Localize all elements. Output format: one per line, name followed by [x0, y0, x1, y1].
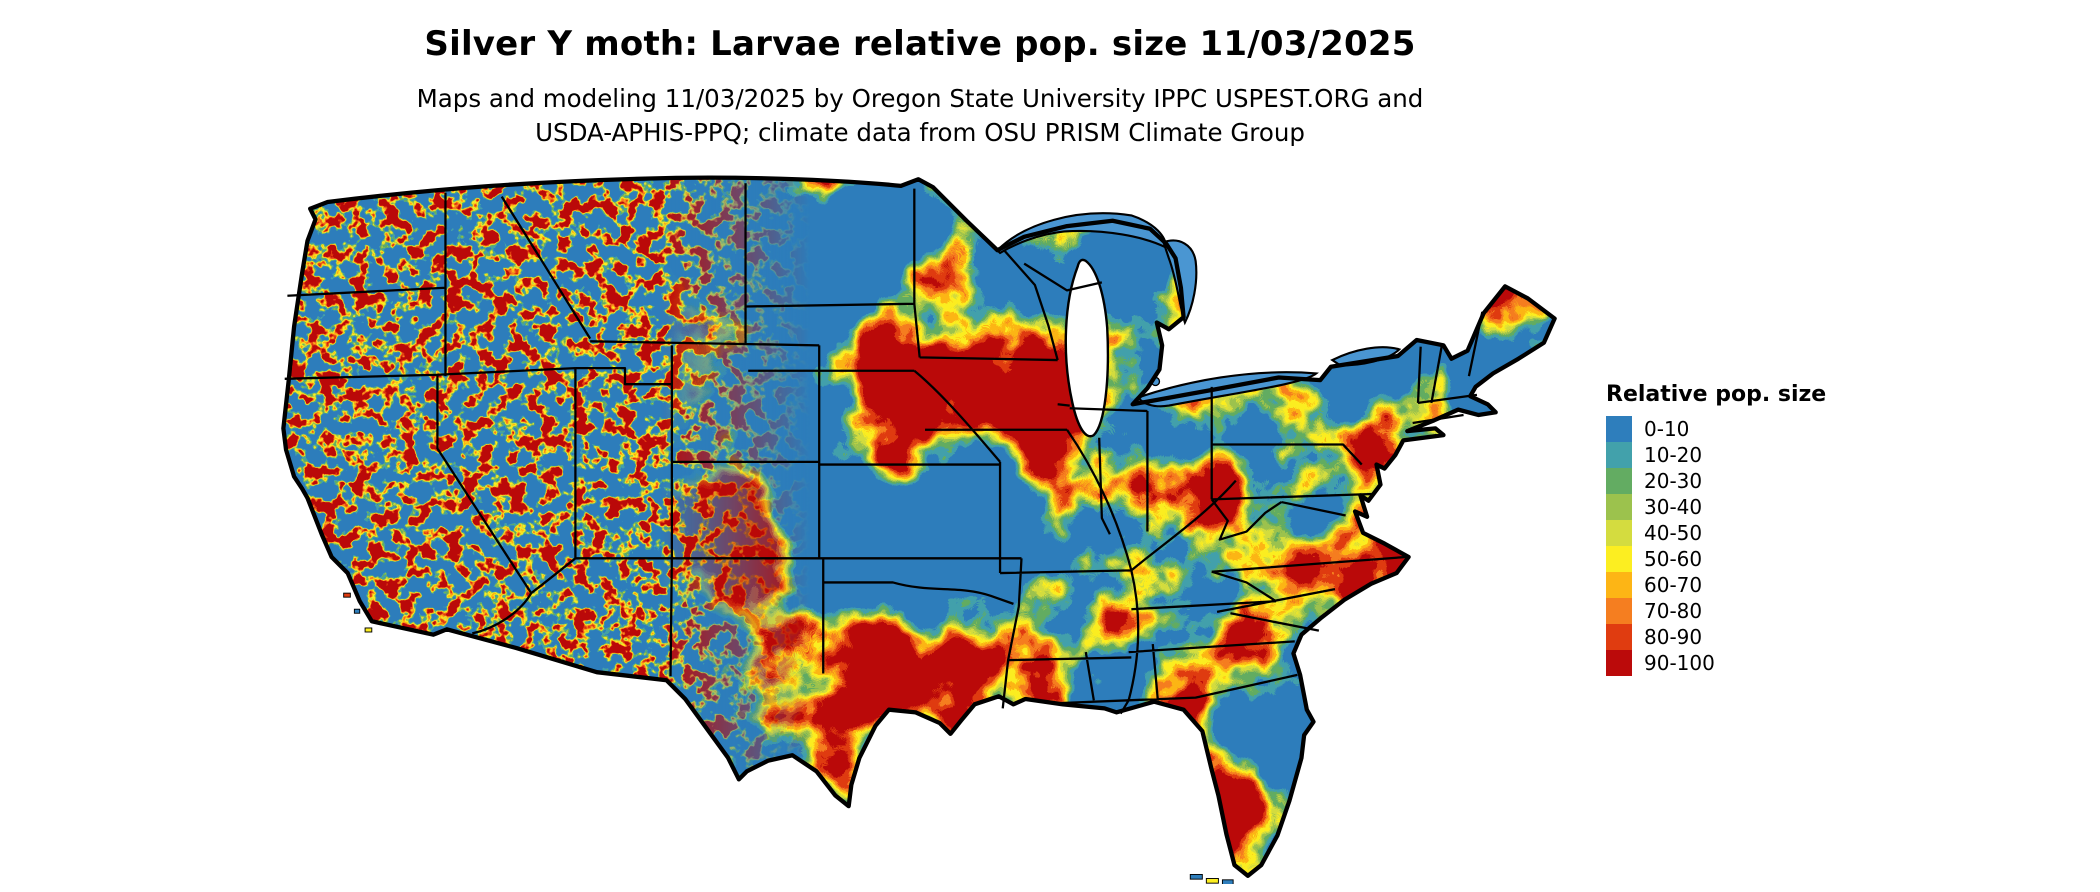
- legend-swatch: [1606, 572, 1632, 598]
- florida-keys-icon: [1189, 873, 1234, 884]
- legend-label: 30-40: [1644, 495, 1703, 519]
- legend-label: 10-20: [1644, 443, 1703, 467]
- legend-swatch: [1606, 650, 1632, 676]
- legend-title: Relative pop. size: [1606, 382, 1827, 407]
- legend-item: 40-50: [1606, 520, 1826, 546]
- legend-label: 50-60: [1644, 547, 1703, 571]
- legend-item: 60-70: [1606, 572, 1826, 598]
- us-map: [274, 167, 1560, 884]
- legend-item: 50-60: [1606, 546, 1826, 572]
- legend-swatch: [1606, 598, 1632, 624]
- map-subtitle: Maps and modeling 11/03/2025 by Oregon S…: [0, 82, 1840, 150]
- lake-michigan-icon: [1064, 258, 1110, 438]
- state-boundaries: [284, 183, 1484, 715]
- legend-label: 60-70: [1644, 573, 1703, 597]
- legend: Relative pop. size 0-10 10-20 20-30 30-4…: [1606, 382, 1826, 676]
- legend-label: 90-100: [1644, 651, 1715, 675]
- legend-item: 20-30: [1606, 468, 1826, 494]
- legend-label: 0-10: [1644, 417, 1690, 441]
- legend-swatch: [1606, 442, 1632, 468]
- legend-item: 30-40: [1606, 494, 1826, 520]
- legend-label: 40-50: [1644, 521, 1703, 545]
- us-map-svg: [281, 175, 1557, 884]
- legend-item: 90-100: [1606, 650, 1826, 676]
- legend-item: 10-20: [1606, 442, 1826, 468]
- legend-label: 70-80: [1644, 599, 1703, 623]
- legend-swatch: [1606, 416, 1632, 442]
- legend-label: 80-90: [1644, 625, 1703, 649]
- legend-item: 80-90: [1606, 624, 1826, 650]
- map-subtitle-line2: USDA-APHIS-PPQ; climate data from OSU PR…: [535, 118, 1305, 147]
- channel-islands-icon: [343, 592, 373, 633]
- population-raster: [283, 177, 1555, 876]
- legend-swatch: [1606, 520, 1632, 546]
- legend-label: 20-30: [1644, 469, 1703, 493]
- legend-swatch: [1606, 494, 1632, 520]
- legend-swatch: [1606, 546, 1632, 572]
- us-outline: [281, 175, 1557, 878]
- legend-swatch: [1606, 468, 1632, 494]
- map-title: Silver Y moth: Larvae relative pop. size…: [424, 24, 1416, 64]
- legend-swatch: [1606, 624, 1632, 650]
- map-subtitle-line1: Maps and modeling 11/03/2025 by Oregon S…: [416, 84, 1424, 113]
- legend-item: 70-80: [1606, 598, 1826, 624]
- legend-item: 0-10: [1606, 416, 1826, 442]
